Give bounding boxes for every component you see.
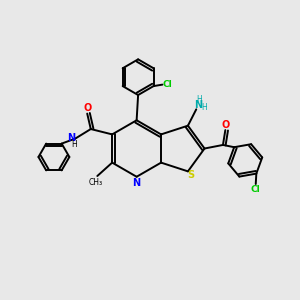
- Text: H: H: [71, 140, 77, 149]
- Text: O: O: [221, 120, 230, 130]
- Text: H: H: [196, 95, 202, 104]
- Text: O: O: [83, 103, 91, 113]
- Text: Cl: Cl: [163, 80, 173, 89]
- Text: Cl: Cl: [251, 185, 261, 194]
- Text: H: H: [202, 103, 208, 112]
- Text: CH₃: CH₃: [89, 178, 103, 187]
- Text: N: N: [194, 100, 202, 110]
- Text: N: N: [67, 133, 75, 143]
- Text: S: S: [187, 170, 194, 180]
- Text: N: N: [133, 178, 141, 188]
